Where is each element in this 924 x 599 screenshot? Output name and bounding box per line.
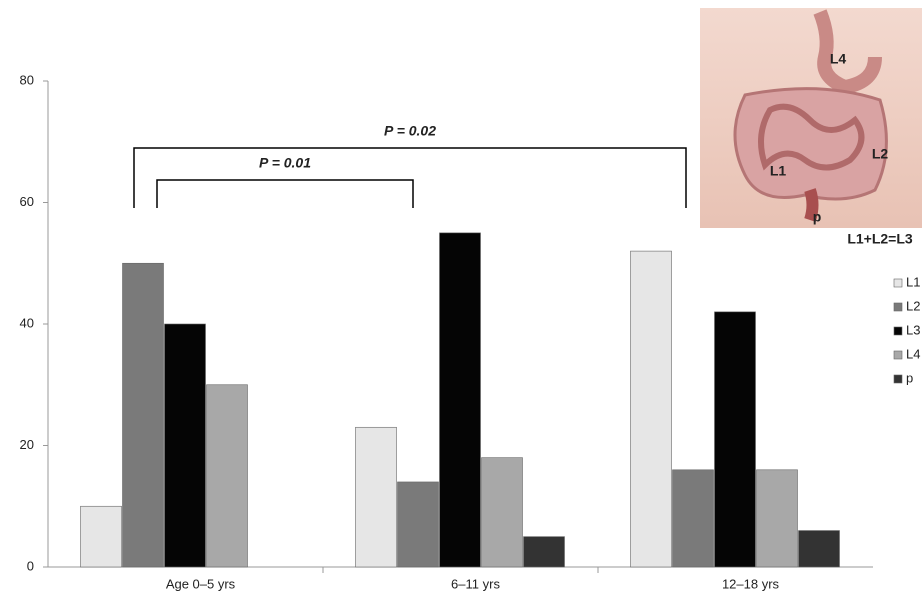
- x-tick-label: Age 0–5 yrs: [166, 576, 236, 591]
- significance-label: P = 0.01: [259, 155, 311, 171]
- x-tick-label: 12–18 yrs: [722, 576, 780, 591]
- y-tick-label: 0: [27, 558, 34, 573]
- legend-label: L3: [906, 322, 920, 337]
- x-tick-label: 6–11 yrs: [451, 576, 500, 591]
- legend-label: p: [906, 370, 913, 385]
- y-tick-label: 20: [20, 437, 34, 452]
- image-label: p: [813, 209, 822, 225]
- legend-swatch: [894, 303, 902, 311]
- equation-label: L1+L2=L3: [847, 231, 913, 247]
- bar: [715, 312, 756, 567]
- legend-swatch: [894, 279, 902, 287]
- bar: [757, 470, 798, 567]
- significance-label: P = 0.02: [384, 123, 436, 139]
- significance-bracket: [134, 148, 686, 208]
- bar: [524, 537, 565, 567]
- legend-label: L1: [906, 274, 920, 289]
- chart: 0 20 40 60 80 Age 0–5 yrs 6–11 yrs 12–18 yrs P =…: [0, 0, 924, 599]
- bar: [356, 427, 397, 567]
- significance-bracket: [157, 180, 413, 208]
- legend-label: L2: [906, 298, 920, 313]
- bar: [799, 531, 840, 567]
- bar: [81, 506, 122, 567]
- image-label: L2: [872, 146, 889, 162]
- bar: [123, 263, 164, 567]
- y-tick-label: 80: [20, 72, 34, 87]
- bar: [673, 470, 714, 567]
- bar: [440, 233, 481, 567]
- bar: [482, 458, 523, 567]
- legend-swatch: [894, 327, 902, 335]
- bar: [207, 385, 248, 567]
- legend-swatch: [894, 351, 902, 359]
- legend-label: L4: [906, 346, 920, 361]
- y-tick-label: 40: [20, 315, 34, 330]
- bar: [165, 324, 206, 567]
- bar: [631, 251, 672, 567]
- image-label: L1: [770, 163, 787, 179]
- anatomy-illustration: [700, 8, 922, 228]
- image-label: L4: [830, 51, 847, 67]
- y-tick-label: 60: [20, 194, 34, 209]
- legend-swatch: [894, 375, 902, 383]
- bar: [398, 482, 439, 567]
